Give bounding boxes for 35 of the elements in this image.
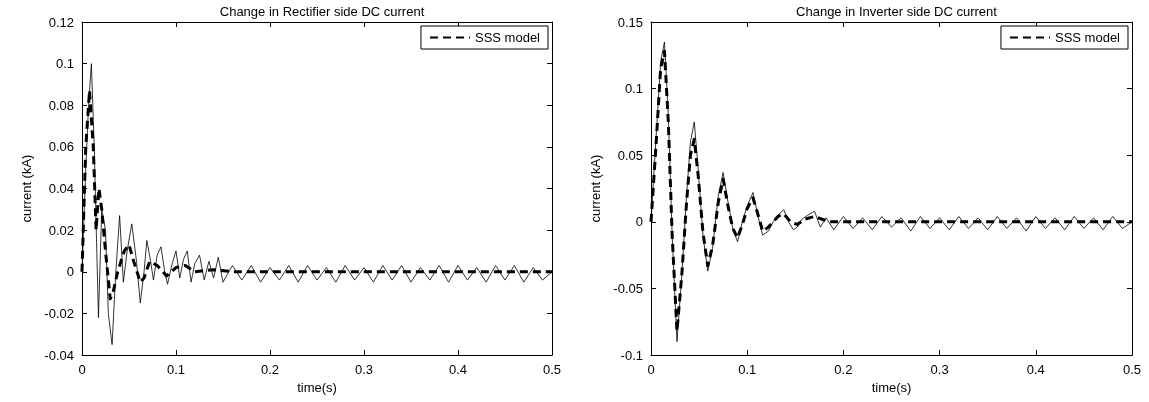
- y-tick-label: 0.1: [624, 81, 643, 97]
- chart-title: Change in Inverter side DC current: [796, 4, 998, 19]
- y-tick-label: 0.04: [48, 181, 74, 196]
- y-axis-title: current (kA): [588, 154, 604, 223]
- y-tick-label: 0: [635, 214, 643, 230]
- x-axis-title: time(s): [297, 379, 337, 395]
- y-tick-label: -0.04: [44, 347, 74, 363]
- y-tick-label: 0.05: [617, 147, 643, 163]
- y-tick-label: 0.02: [48, 222, 74, 238]
- y-axis-title: current (kA): [19, 154, 35, 223]
- y-tick-label: 0.06: [48, 139, 74, 155]
- y-tick-label: 0: [66, 264, 74, 280]
- x-tick-label: 0: [647, 362, 655, 377]
- x-tick-label: 0.1: [738, 362, 757, 377]
- x-tick-label: 0.4: [448, 362, 468, 377]
- y-tick-label: 0.08: [48, 97, 74, 113]
- x-tick-label: 0.5: [1122, 362, 1142, 377]
- legend-label: SSS model: [474, 30, 541, 45]
- legend-label: SSS model: [1054, 30, 1121, 45]
- x-axis-title: time(s): [871, 379, 912, 395]
- x-tick-label: 0.3: [354, 362, 374, 377]
- x-tick-label: 0.2: [834, 362, 853, 377]
- y-tick-label: -0.02: [44, 305, 74, 321]
- y-tick-label: -0.1: [620, 347, 643, 363]
- y-tick-label: 0.12: [48, 14, 74, 30]
- x-tick-label: 0.2: [260, 362, 280, 377]
- x-tick-label: 0.3: [930, 362, 949, 377]
- y-tick-label: 0.15: [617, 14, 643, 30]
- x-tick-label: 0: [78, 362, 86, 377]
- x-tick-label: 0.5: [542, 362, 562, 377]
- y-tick-label: 0.1: [55, 56, 74, 72]
- x-tick-label: 0.4: [1026, 362, 1045, 377]
- chart-title: Change in Rectifier side DC current: [219, 4, 425, 19]
- x-tick-label: 0.1: [166, 362, 186, 377]
- y-tick-label: -0.05: [613, 280, 643, 296]
